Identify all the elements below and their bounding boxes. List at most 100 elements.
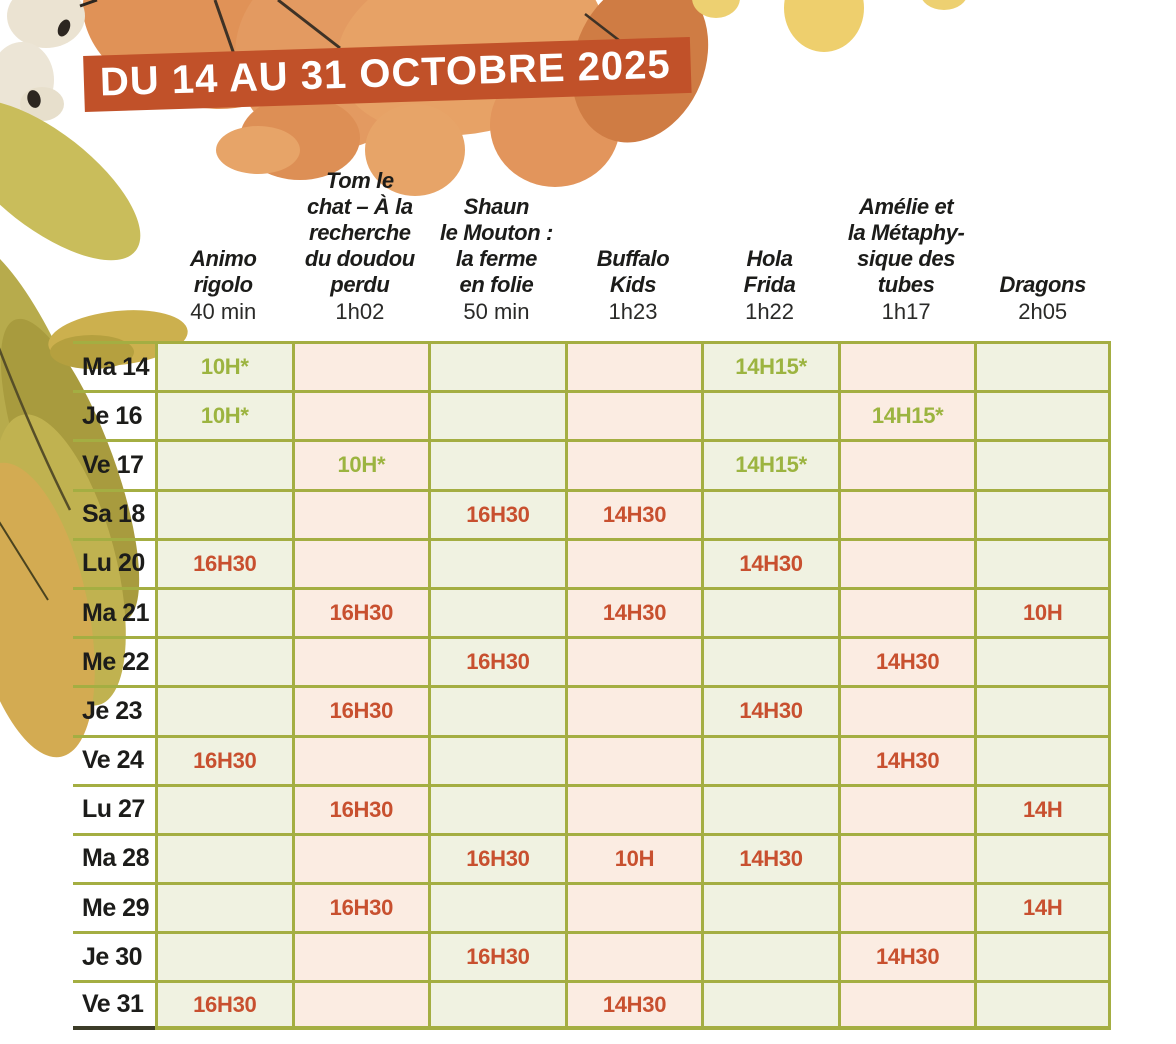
empty-cell [564, 685, 702, 735]
film-duration: 1h23 [608, 299, 658, 324]
empty-cell [701, 586, 838, 637]
empty-cell [564, 439, 702, 489]
film-duration: 1h17 [881, 299, 931, 324]
empty-cell [155, 636, 292, 686]
empty-cell [974, 980, 1111, 1030]
empty-cell [837, 882, 975, 932]
showtime-cell: 14H30 [564, 980, 702, 1030]
empty-cell [155, 685, 292, 735]
showtime-cell: 14H30 [701, 537, 838, 587]
empty-cell [974, 685, 1111, 735]
empty-cell [564, 734, 702, 784]
empty-cell [837, 537, 975, 587]
empty-cell [428, 734, 565, 784]
date-label: Ve 17 [73, 439, 155, 488]
film-header: Amélie et la Métaphy- sique des tubes 1h1… [838, 140, 975, 341]
date-label: Lu 27 [73, 783, 155, 833]
showtime-cell: 14H30 [837, 636, 975, 686]
showtime-cell: 14H15* [701, 439, 838, 489]
empty-cell [974, 537, 1111, 587]
empty-cell [155, 586, 292, 637]
berries-decoration [0, 0, 98, 121]
empty-cell [291, 980, 429, 1030]
empty-cell [155, 488, 292, 538]
showtime-cell: 10H [564, 832, 702, 883]
showtime-cell: 16H30 [428, 488, 565, 538]
showtime-cell: 16H30 [155, 980, 292, 1030]
date-label: Je 16 [73, 390, 155, 439]
header-corner [73, 140, 155, 341]
empty-cell [974, 832, 1111, 883]
date-label: Sa 18 [73, 488, 155, 538]
showtime-cell: 10H* [155, 390, 292, 440]
empty-cell [974, 488, 1111, 538]
showtime-cell: 16H30 [291, 685, 429, 735]
empty-cell [428, 439, 565, 489]
film-title: Shaun le Mouton : la ferme en folie [439, 194, 553, 297]
empty-cell [155, 783, 292, 833]
date-label: Ma 28 [73, 832, 155, 882]
film-title: Hola Frida [743, 246, 796, 297]
empty-cell [155, 439, 292, 489]
showtime-cell: 16H30 [155, 537, 292, 587]
empty-cell [974, 341, 1111, 391]
film-duration: 40 min [190, 299, 257, 324]
empty-cell [837, 685, 975, 735]
empty-cell [291, 931, 429, 981]
empty-cell [291, 341, 429, 391]
empty-cell [428, 341, 565, 391]
empty-cell [428, 882, 565, 932]
empty-cell [155, 931, 292, 981]
empty-cell [701, 980, 838, 1030]
empty-cell [564, 341, 702, 391]
film-title: Tom le chat – À la recherche du doudou p… [304, 168, 415, 297]
empty-cell [291, 636, 429, 686]
empty-cell [837, 488, 975, 538]
showtime-cell: 16H30 [428, 636, 565, 686]
film-title: Dragons [999, 272, 1086, 297]
film-duration: 50 min [463, 299, 530, 324]
schedule-table: Animo rigolo 40 min Tom le chat – À la rec… [73, 140, 1111, 1030]
showtime-cell: 14H [974, 882, 1111, 932]
showtime-cell: 16H30 [428, 832, 565, 883]
empty-cell [564, 783, 702, 833]
date-label: Ma 21 [73, 586, 155, 636]
empty-cell [837, 586, 975, 637]
date-label: Ve 31 [73, 980, 155, 1030]
banner-title: DU 14 AU 31 OCTOBRE 2025 [99, 42, 672, 105]
empty-cell [701, 783, 838, 833]
empty-cell [974, 734, 1111, 784]
empty-cell [564, 882, 702, 932]
showtime-cell: 10H* [291, 439, 429, 489]
empty-cell [428, 586, 565, 637]
date-label: Me 22 [73, 636, 155, 685]
empty-cell [837, 980, 975, 1030]
empty-cell [155, 832, 292, 883]
empty-cell [974, 636, 1111, 686]
empty-cell [428, 390, 565, 440]
film-title: Amélie et la Métaphy- sique des tubes [847, 194, 965, 297]
showtime-cell: 14H15* [837, 390, 975, 440]
empty-cell [428, 537, 565, 587]
date-label: Lu 20 [73, 537, 155, 587]
film-title: Animo rigolo [190, 246, 257, 297]
film-header: Animo rigolo 40 min [155, 140, 292, 341]
showtime-cell: 16H30 [155, 734, 292, 784]
film-header: Hola Frida 1h22 [701, 140, 838, 341]
showtime-cell: 14H30 [837, 931, 975, 981]
date-label: Ve 24 [73, 734, 155, 784]
showtime-cell: 14H30 [564, 586, 702, 637]
showtime-cell: 14H30 [701, 685, 838, 735]
showtime-cell: 14H30 [564, 488, 702, 538]
empty-cell [837, 783, 975, 833]
yellow-leaves-top-right [692, 0, 966, 52]
film-duration: 1h02 [335, 299, 385, 324]
empty-cell [428, 783, 565, 833]
date-label: Ma 14 [73, 341, 155, 390]
empty-cell [564, 931, 702, 981]
film-header: Shaun le Mouton : la ferme en folie 50 mi… [428, 140, 565, 341]
empty-cell [291, 390, 429, 440]
empty-cell [837, 832, 975, 883]
empty-cell [428, 980, 565, 1030]
film-header: Dragons 2h05 [974, 140, 1111, 341]
